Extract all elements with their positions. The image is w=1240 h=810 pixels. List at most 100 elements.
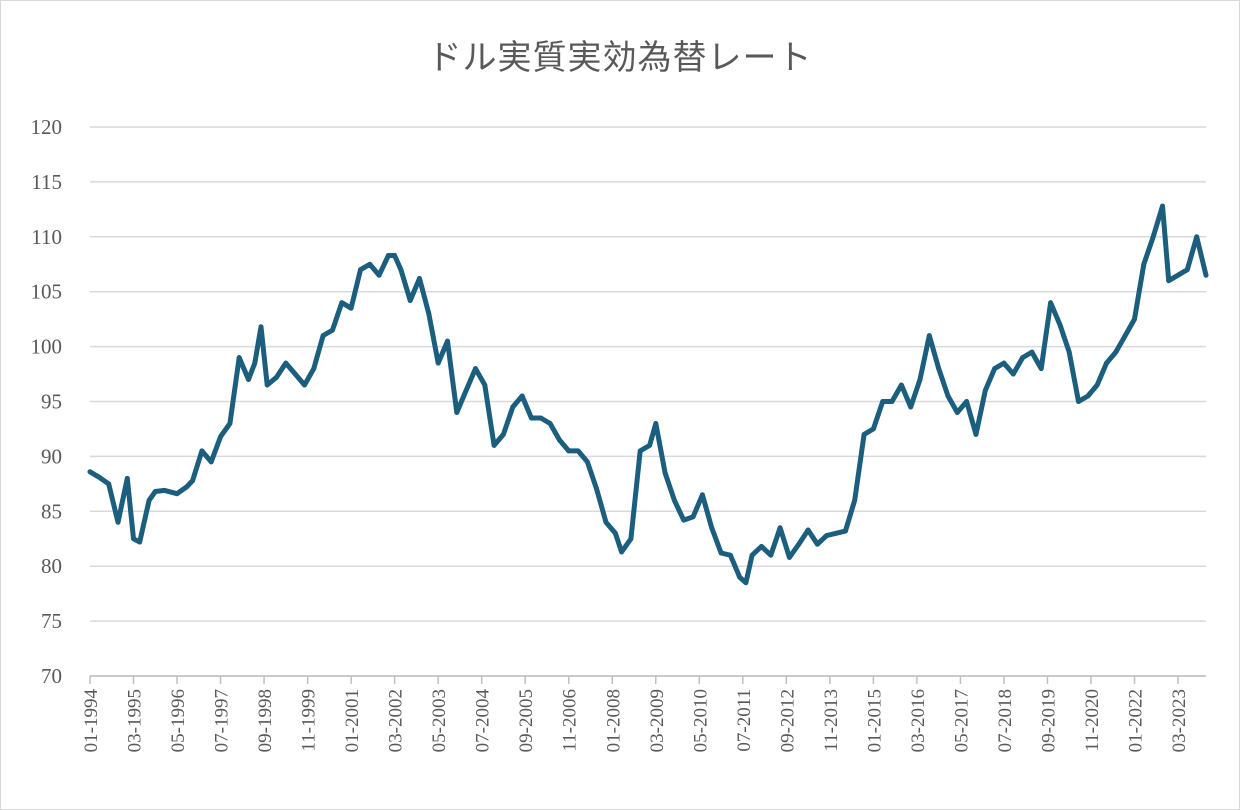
data-point-2005-08 <box>519 393 525 399</box>
data-point-2022-04 <box>1141 261 1147 267</box>
x-tick-label: 05-2017 <box>951 689 972 752</box>
data-point-2010-09 <box>709 525 715 531</box>
data-point-1997-07 <box>218 434 223 440</box>
data-point-1998-10 <box>264 382 270 388</box>
data-point-2006-02 <box>538 415 544 421</box>
data-point-2021-07 <box>1113 349 1119 355</box>
data-point-2015-04 <box>880 399 886 404</box>
y-tick-label-75: 75 <box>41 609 62 633</box>
x-tick-label: 03-2002 <box>386 689 407 752</box>
data-point-1996-01 <box>162 488 168 493</box>
gridlines <box>90 126 1206 677</box>
data-point-1996-08 <box>183 484 189 490</box>
y-axis-ticks: 70 75 80 85 90 95 100 105 110 115 120 <box>31 115 63 688</box>
x-tick-label: 01-2008 <box>603 689 624 752</box>
x-tick-label: 03-2023 <box>1169 689 1190 752</box>
data-point-2023-12 <box>1203 272 1209 278</box>
data-point-1998-01 <box>236 355 242 360</box>
data-point-2008-07 <box>628 536 634 542</box>
x-tick-label: 07-2011 <box>734 689 755 752</box>
data-point-2019-04 <box>1029 349 1035 355</box>
x-tick-label: 11-2020 <box>1082 689 1103 752</box>
data-point-2009-09 <box>672 497 677 503</box>
data-point-2018-10 <box>1010 371 1016 377</box>
x-tick-label: 03-1995 <box>125 689 146 752</box>
series-group <box>87 203 1209 586</box>
x-tick-label: 09-2005 <box>516 689 537 752</box>
data-point-2003-08 <box>445 338 450 344</box>
data-point-2015-07 <box>889 399 895 404</box>
x-tick-label: 09-2012 <box>777 689 798 752</box>
data-point-2013-07 <box>815 541 820 547</box>
data-point-1994-07 <box>106 481 112 487</box>
data-point-2000-01 <box>311 366 317 371</box>
x-tick-label: 09-1998 <box>255 689 276 752</box>
data-point-2007-05 <box>584 459 590 465</box>
y-tick-label-80: 80 <box>41 554 62 578</box>
data-point-2017-01 <box>945 393 951 399</box>
data-point-2007-11 <box>603 519 609 525</box>
data-point-2016-10 <box>936 366 942 371</box>
x-tick-label: 11-2006 <box>560 689 581 752</box>
data-point-2017-07 <box>964 399 970 404</box>
data-point-2021-01 <box>1094 382 1100 388</box>
data-point-2019-07 <box>1038 366 1044 371</box>
data-point-2016-07 <box>926 333 932 339</box>
data-point-2016-01 <box>908 404 914 410</box>
y-tick-label-105: 105 <box>31 280 63 304</box>
x-axis: 01-1994 03-1995 05-1996 07-1997 09-1998 11-19… <box>81 675 1206 752</box>
data-point-2023-03 <box>1175 272 1181 278</box>
data-point-1997-01 <box>199 448 205 454</box>
chart-title: ドル実質実効為替レート <box>427 38 813 78</box>
x-tick-label: 05-2003 <box>429 689 450 752</box>
data-point-2002-11 <box>417 276 422 281</box>
data-point-2009-03 <box>653 421 659 426</box>
x-tick-label: 05-1996 <box>168 689 189 752</box>
data-point-1999-01 <box>274 374 279 380</box>
data-point-2017-10 <box>973 432 979 437</box>
data-point-2012-04 <box>768 552 774 558</box>
data-point-2020-01 <box>1057 322 1063 328</box>
x-tick-label: 01-2001 <box>342 689 363 752</box>
data-point-2008-04 <box>619 549 624 555</box>
data-point-2009-12 <box>681 517 687 523</box>
data-point-2002-01 <box>386 253 391 258</box>
data-point-1997-04 <box>208 459 214 465</box>
x-tick-label: 03-2009 <box>647 689 668 752</box>
data-point-2005-02 <box>501 432 506 437</box>
y-tick-label-120: 120 <box>31 115 63 139</box>
data-point-1995-08 <box>146 497 152 503</box>
x-tick-label: 07-1997 <box>212 689 233 752</box>
data-point-2018-04 <box>992 366 998 371</box>
data-point-2010-06 <box>700 492 705 498</box>
y-tick-label-70: 70 <box>41 664 62 688</box>
data-point-1998-04 <box>246 377 251 382</box>
data-point-1999-04 <box>283 360 289 366</box>
data-point-2022-01 <box>1132 316 1137 322</box>
data-point-2022-07 <box>1150 234 1156 240</box>
data-point-2014-04 <box>842 528 848 534</box>
y-tick-label-110: 110 <box>31 225 62 249</box>
y-tick-label-115: 115 <box>31 170 62 194</box>
data-point-2018-01 <box>982 388 988 393</box>
data-point-1994-10 <box>115 519 121 525</box>
data-point-2003-11 <box>454 410 460 415</box>
data-point-1995-10 <box>152 489 158 494</box>
data-point-2007-08 <box>594 486 600 492</box>
data-point-2004-05 <box>473 366 478 371</box>
data-point-2013-01 <box>796 541 802 547</box>
data-point-1994-01 <box>87 469 93 475</box>
data-point-2003-02 <box>426 311 432 317</box>
data-point-2020-04 <box>1066 349 1072 355</box>
data-point-2015-01 <box>870 426 876 432</box>
data-point-2002-08 <box>407 298 413 303</box>
data-point-2012-10 <box>787 555 792 560</box>
data-point-2010-12 <box>718 550 724 556</box>
data-point-2022-12 <box>1166 278 1172 284</box>
data-point-2022-10 <box>1160 203 1165 209</box>
data-point-1994-04 <box>96 474 102 480</box>
data-point-2011-06 <box>737 574 743 580</box>
data-point-2000-04 <box>320 333 326 339</box>
data-point-1995-01 <box>124 475 130 481</box>
